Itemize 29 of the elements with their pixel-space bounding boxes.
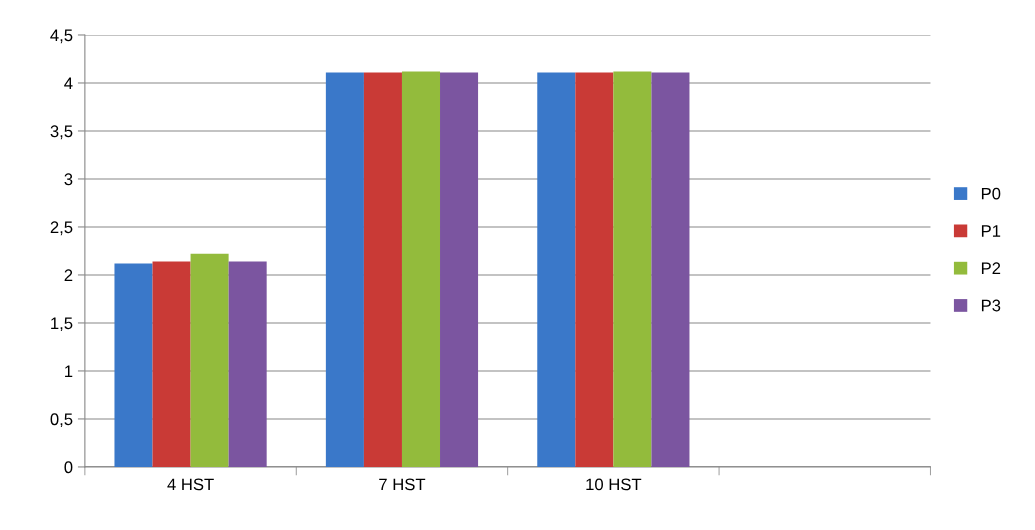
y-tick-label: 3,5 bbox=[50, 125, 73, 140]
y-tick-label: 2 bbox=[64, 269, 73, 281]
y-tick-label: 0 bbox=[64, 461, 73, 474]
bar bbox=[401, 71, 441, 467]
y-tick-label: 4 bbox=[64, 77, 73, 90]
x-tick-label: 7 HST bbox=[379, 478, 426, 491]
bar bbox=[325, 72, 364, 467]
legend-label: P0 bbox=[981, 187, 1001, 200]
x-tick-label: 4 HST bbox=[167, 478, 214, 491]
y-tick-label: 2,5 bbox=[50, 221, 73, 236]
bar bbox=[613, 71, 652, 467]
y-tick-label: 1,5 bbox=[51, 317, 73, 332]
x-tick-label: 10 HST bbox=[586, 478, 642, 491]
bar bbox=[651, 72, 690, 467]
bar bbox=[190, 253, 229, 467]
bar bbox=[575, 72, 614, 467]
legend-label: P3 bbox=[981, 299, 1001, 312]
legend-label: P2 bbox=[981, 262, 1001, 274]
y-tick-label: 3 bbox=[64, 173, 73, 186]
bar bbox=[440, 72, 479, 467]
bar bbox=[152, 261, 191, 467]
y-tick-label: 4,5 bbox=[50, 29, 73, 44]
legend-label: P1 bbox=[981, 225, 1001, 237]
bar bbox=[537, 72, 576, 467]
y-tick-label: 0,5 bbox=[50, 413, 73, 428]
bar bbox=[363, 72, 402, 467]
bar bbox=[228, 261, 267, 467]
y-tick-label: 1 bbox=[65, 365, 73, 377]
bar bbox=[114, 263, 153, 467]
